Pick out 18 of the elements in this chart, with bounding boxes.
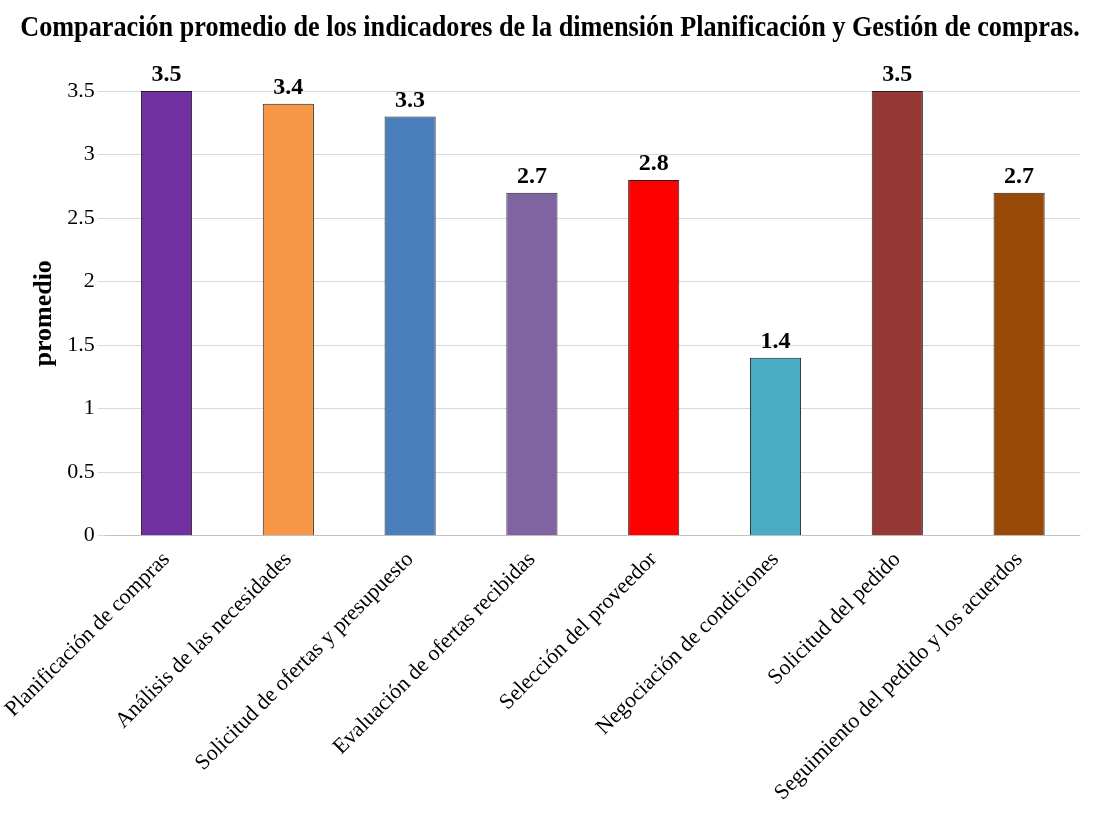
data-label: 3.5 bbox=[151, 60, 182, 87]
y-tick-label: 2 bbox=[83, 267, 95, 293]
data-label: 3.5 bbox=[882, 60, 913, 87]
data-label: 3.3 bbox=[395, 85, 426, 112]
y-tick-label: 0 bbox=[83, 521, 95, 547]
y-tick-label: 3.5 bbox=[67, 76, 95, 102]
y-axis-title: promedio bbox=[28, 260, 58, 367]
y-tick-label: 1.5 bbox=[67, 330, 95, 356]
y-tick-label: 0.5 bbox=[67, 457, 95, 483]
data-label: 2.7 bbox=[516, 161, 547, 188]
data-label: 2.7 bbox=[1004, 161, 1035, 188]
data-label: 3.4 bbox=[273, 72, 304, 99]
y-tick-label: 1 bbox=[83, 394, 95, 420]
y-tick-label: 3 bbox=[83, 140, 95, 166]
y-tick-label: 2.5 bbox=[67, 203, 95, 229]
data-label: 1.4 bbox=[760, 327, 791, 354]
data-label: 2.8 bbox=[638, 149, 669, 176]
chart-title: Comparación promedio de los indicadores de la dimensión Planificación y Gestión de compras. bbox=[20, 9, 1080, 43]
